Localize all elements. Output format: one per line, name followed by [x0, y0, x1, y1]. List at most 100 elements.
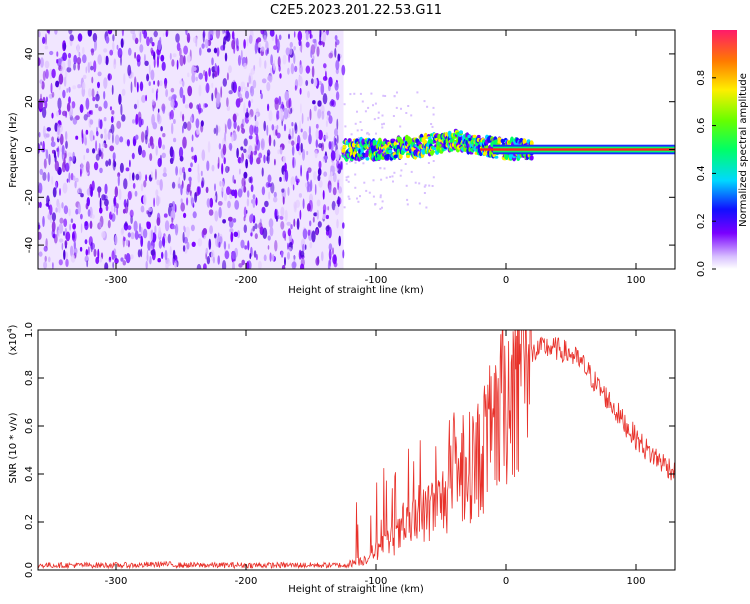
noise-blob [164, 249, 168, 261]
scatter-dot [370, 92, 373, 95]
noise-blob [87, 209, 91, 217]
noise-blob [224, 124, 227, 135]
noise-blob [243, 138, 248, 147]
noise-blob [269, 226, 274, 237]
noise-blob [309, 30, 312, 40]
noise-blob [63, 42, 67, 51]
noise-blob [233, 120, 237, 130]
noise-blob [98, 118, 100, 129]
noise-blob [167, 261, 172, 267]
noise-blob [114, 254, 117, 261]
noise-blob [132, 119, 135, 124]
y-tick-label: 0.8 [24, 370, 35, 386]
noise-blob [108, 73, 110, 81]
snr-ticks: -300 -200 -100 0 100 0.0 0.2 0.4 0.6 0.8 1.0 [24, 322, 675, 587]
noise-blob [137, 99, 139, 109]
noise-blob [62, 110, 67, 117]
noise-blob [131, 152, 135, 160]
noise-blob [260, 30, 265, 35]
scatter-dot [423, 192, 426, 194]
noise-blob [82, 46, 85, 55]
noise-blob [134, 230, 139, 240]
noise-blob [311, 65, 315, 78]
noise-blob [300, 142, 303, 153]
noise-blob [172, 149, 175, 161]
noise-blob [239, 93, 243, 100]
scatter-dot [405, 112, 408, 114]
noise-blob [308, 199, 313, 212]
noise-blob [118, 188, 122, 201]
noise-blob [88, 246, 90, 256]
scatter-dot [393, 171, 396, 174]
noise-blob [104, 198, 109, 207]
noise-blob [193, 154, 198, 164]
noise-blob [113, 206, 116, 213]
noise-blob [233, 179, 236, 184]
noise-blob [93, 60, 97, 73]
noise-blob [55, 181, 58, 190]
noise-blob [118, 93, 122, 105]
noise-blob [95, 93, 100, 102]
scatter-dot [418, 202, 421, 205]
scatter-dot [379, 207, 382, 210]
noise-blob [254, 233, 258, 240]
noise-blob [122, 208, 126, 214]
noise-blob [254, 42, 258, 54]
signal-blob [388, 149, 393, 154]
noise-blob [68, 172, 71, 183]
noise-blob [171, 217, 174, 223]
noise-blob [145, 260, 148, 269]
scatter-dot [395, 106, 398, 109]
noise-blob [322, 76, 328, 81]
noise-blob [121, 88, 126, 96]
noise-blob [209, 30, 214, 39]
noise-blob [290, 63, 295, 75]
noise-blob [140, 205, 145, 213]
noise-blob [159, 179, 163, 191]
noise-blob [231, 250, 237, 260]
noise-blob [48, 200, 51, 206]
noise-blob [228, 216, 233, 222]
noise-blob [248, 176, 252, 183]
scatter-dot [368, 191, 371, 194]
noise-blob [126, 139, 130, 147]
noise-blob [139, 44, 144, 53]
noise-blob [273, 59, 276, 71]
x-tick-label: -200 [235, 275, 258, 286]
noise-blob [129, 73, 133, 79]
noise-blob [111, 250, 115, 261]
noise-blob [121, 30, 124, 37]
noise-blob [50, 141, 56, 148]
signal-blob [376, 156, 381, 161]
noise-blob [136, 81, 139, 93]
noise-blob [65, 231, 71, 242]
scatter-dot [348, 160, 351, 163]
noise-blob [58, 108, 62, 116]
noise-blob [100, 133, 103, 139]
noise-blob [305, 41, 310, 48]
noise-blob [146, 249, 149, 262]
noise-blob [75, 177, 79, 183]
noise-blob [217, 65, 220, 76]
noise-blob [216, 92, 221, 105]
noise-blob [237, 230, 240, 239]
noise-blob [45, 96, 49, 103]
noise-blob [206, 160, 210, 172]
noise-blob [218, 206, 222, 219]
noise-blob [171, 122, 174, 135]
noise-blob [91, 48, 94, 56]
noise-blob [334, 81, 339, 91]
noise-blob [321, 110, 325, 120]
noise-blob [54, 30, 58, 35]
noise-blob [263, 120, 267, 132]
noise-blob [160, 54, 165, 62]
noise-blob [145, 174, 148, 182]
noise-blob [243, 148, 247, 153]
noise-blob [232, 218, 237, 223]
noise-blob [99, 197, 102, 210]
noise-blob [268, 218, 274, 229]
noise-blob [137, 59, 141, 67]
x-tick-label: -300 [105, 576, 128, 587]
noise-blob [162, 133, 166, 138]
